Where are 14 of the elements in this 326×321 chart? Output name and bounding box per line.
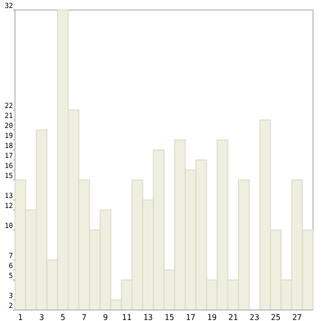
x-tick-label: 9	[103, 313, 108, 321]
x-tick-label: 5	[60, 313, 66, 321]
x-tick-label: 3	[39, 313, 44, 321]
x-tick-label: 23	[250, 313, 260, 321]
x-tick-label: 1	[18, 313, 23, 321]
x-tick-label: 15	[164, 313, 174, 321]
x-tick-label: 13	[143, 313, 154, 321]
x-tick-label: 27	[292, 313, 302, 321]
x-tick-label: 25	[270, 313, 281, 321]
x-tick-label: 21	[228, 313, 238, 321]
x-tick-label: 11	[122, 313, 132, 321]
x-tick-label: 19	[207, 313, 217, 321]
x-tick-label: 17	[186, 313, 196, 321]
x-tick-label: 7	[82, 313, 87, 321]
